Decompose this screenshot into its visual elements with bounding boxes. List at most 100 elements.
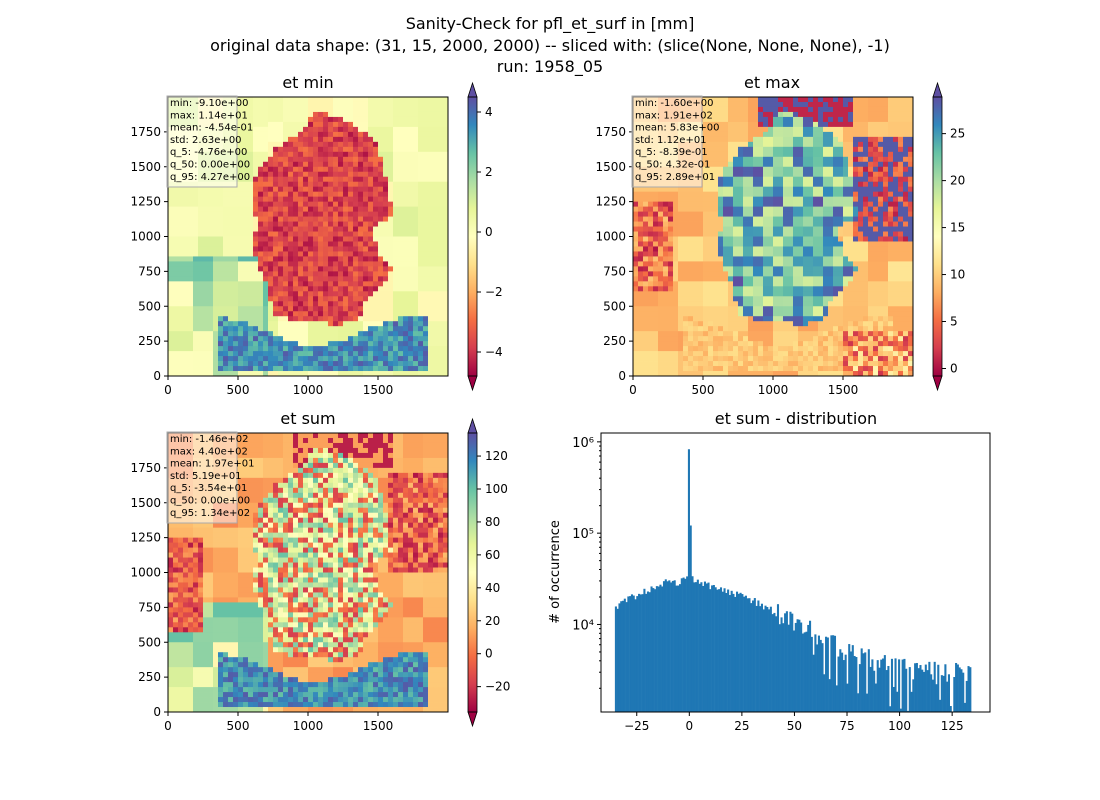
colorbar-tick-label: −2 <box>485 285 503 299</box>
histogram-bar <box>691 576 694 712</box>
histogram-bar <box>759 606 762 712</box>
histogram-bar <box>703 581 707 712</box>
stats-line: q_50: 0.00e+00 <box>170 496 250 507</box>
histogram-bar <box>871 659 874 712</box>
histogram-bar <box>780 617 783 712</box>
histogram-bar <box>967 666 970 712</box>
histogram-bar <box>707 582 710 712</box>
histogram-bar <box>711 585 714 712</box>
histogram-bar <box>812 654 815 712</box>
histogram-bar <box>926 670 929 712</box>
histogram-bar <box>841 652 844 712</box>
colorbar-tick-label: 120 <box>485 449 508 463</box>
histogram-bar <box>728 595 731 712</box>
histogram-bar <box>821 643 824 712</box>
colorbar-frame <box>467 432 478 713</box>
y-tick-label: 10⁶ <box>572 436 594 451</box>
stats-line: max: 4.40e+02 <box>170 446 248 457</box>
y-tick-label: 10⁵ <box>572 527 594 542</box>
colorbar-tick-label: 80 <box>485 515 500 529</box>
histogram-bar <box>727 589 730 712</box>
histogram-bar <box>616 608 619 712</box>
histogram-bar <box>866 693 869 712</box>
histogram-bar <box>876 660 879 712</box>
histogram-bar <box>878 667 881 712</box>
histogram-bar <box>915 662 918 712</box>
histogram-bar <box>730 590 733 712</box>
colorbar-tick-label: 5 <box>950 315 958 329</box>
histogram-bar <box>905 668 908 712</box>
histogram-bar <box>807 624 810 712</box>
y-tick-label: 250 <box>138 334 161 348</box>
histogram-bar <box>791 613 794 712</box>
histogram-bar <box>930 674 933 712</box>
colorbar-extend-bottom <box>467 711 478 728</box>
histogram-bar <box>931 679 934 712</box>
histogram-bar <box>880 659 883 712</box>
histogram-bar <box>910 691 913 712</box>
histogram-bar <box>789 611 792 712</box>
y-tick-label: 0 <box>618 369 626 383</box>
histogram-bar <box>743 596 746 712</box>
histogram-bar <box>962 672 965 712</box>
histogram-bar <box>928 661 931 712</box>
histogram-bar <box>814 634 817 712</box>
histogram-bar <box>935 684 938 712</box>
histogram-bar <box>937 664 940 712</box>
y-tick-label: 750 <box>138 264 161 278</box>
histogram-bar <box>860 648 863 712</box>
y-tick-label: 1250 <box>130 531 161 545</box>
x-tick-label: 125 <box>941 719 964 733</box>
colorbar-tick-label: −4 <box>485 345 503 359</box>
distribution-y-label: # of occurrence <box>548 520 563 624</box>
stats-line: q_95: 1.34e+02 <box>170 508 250 519</box>
histogram-bar <box>776 604 780 712</box>
histogram-bar <box>643 588 646 712</box>
histogram-bar <box>737 593 740 712</box>
histogram-bar <box>712 585 715 712</box>
x-tick-label: 1500 <box>363 719 394 733</box>
stats-line: min: -9.10e+00 <box>170 98 249 109</box>
histogram-bar <box>768 609 771 712</box>
histogram-bar <box>890 658 894 712</box>
histogram-bar <box>682 577 685 712</box>
histogram-bar <box>670 582 673 712</box>
x-tick-label: 75 <box>839 719 854 733</box>
histogram-bar <box>650 586 653 712</box>
et-min-panel: et min 0 500 1000 1500 0 250 500 750 1000 1250 150… <box>130 73 502 397</box>
y-tick-label: 250 <box>603 334 626 348</box>
histogram-bar <box>858 664 861 712</box>
histogram-bar <box>805 631 808 712</box>
histogram-bar <box>819 639 822 712</box>
histogram-bar <box>753 598 756 712</box>
colorbar-frame <box>932 96 943 377</box>
histogram-bars <box>614 449 972 712</box>
histogram-bar <box>853 655 856 712</box>
colorbar-tick-label: 2 <box>485 165 493 179</box>
colorbar-tick-label: 20 <box>485 614 500 628</box>
histogram-bar <box>654 589 657 712</box>
histogram-bar <box>739 592 742 712</box>
histogram-bar <box>620 601 623 712</box>
histogram-bar <box>848 644 851 712</box>
x-tick-label: 500 <box>227 383 250 397</box>
histogram-bar <box>627 596 630 712</box>
x-tick-label: 0 <box>685 719 693 733</box>
histogram-bar <box>664 579 667 712</box>
y-tick-label: 500 <box>603 299 626 313</box>
histogram-bar <box>944 664 947 712</box>
y-tick-label: 1500 <box>130 496 161 510</box>
histogram-bar <box>695 582 698 712</box>
histogram-bar <box>919 665 922 712</box>
histogram-bar <box>960 669 963 712</box>
histogram-bar <box>867 649 870 712</box>
histogram-bar <box>646 591 650 712</box>
x-tick-label: 0 <box>164 719 172 733</box>
histogram-bar <box>680 578 683 712</box>
colorbar-tick-label: 10 <box>950 268 965 282</box>
stats-line: max: 1.14e+01 <box>170 110 248 121</box>
histogram-bar <box>769 606 772 712</box>
